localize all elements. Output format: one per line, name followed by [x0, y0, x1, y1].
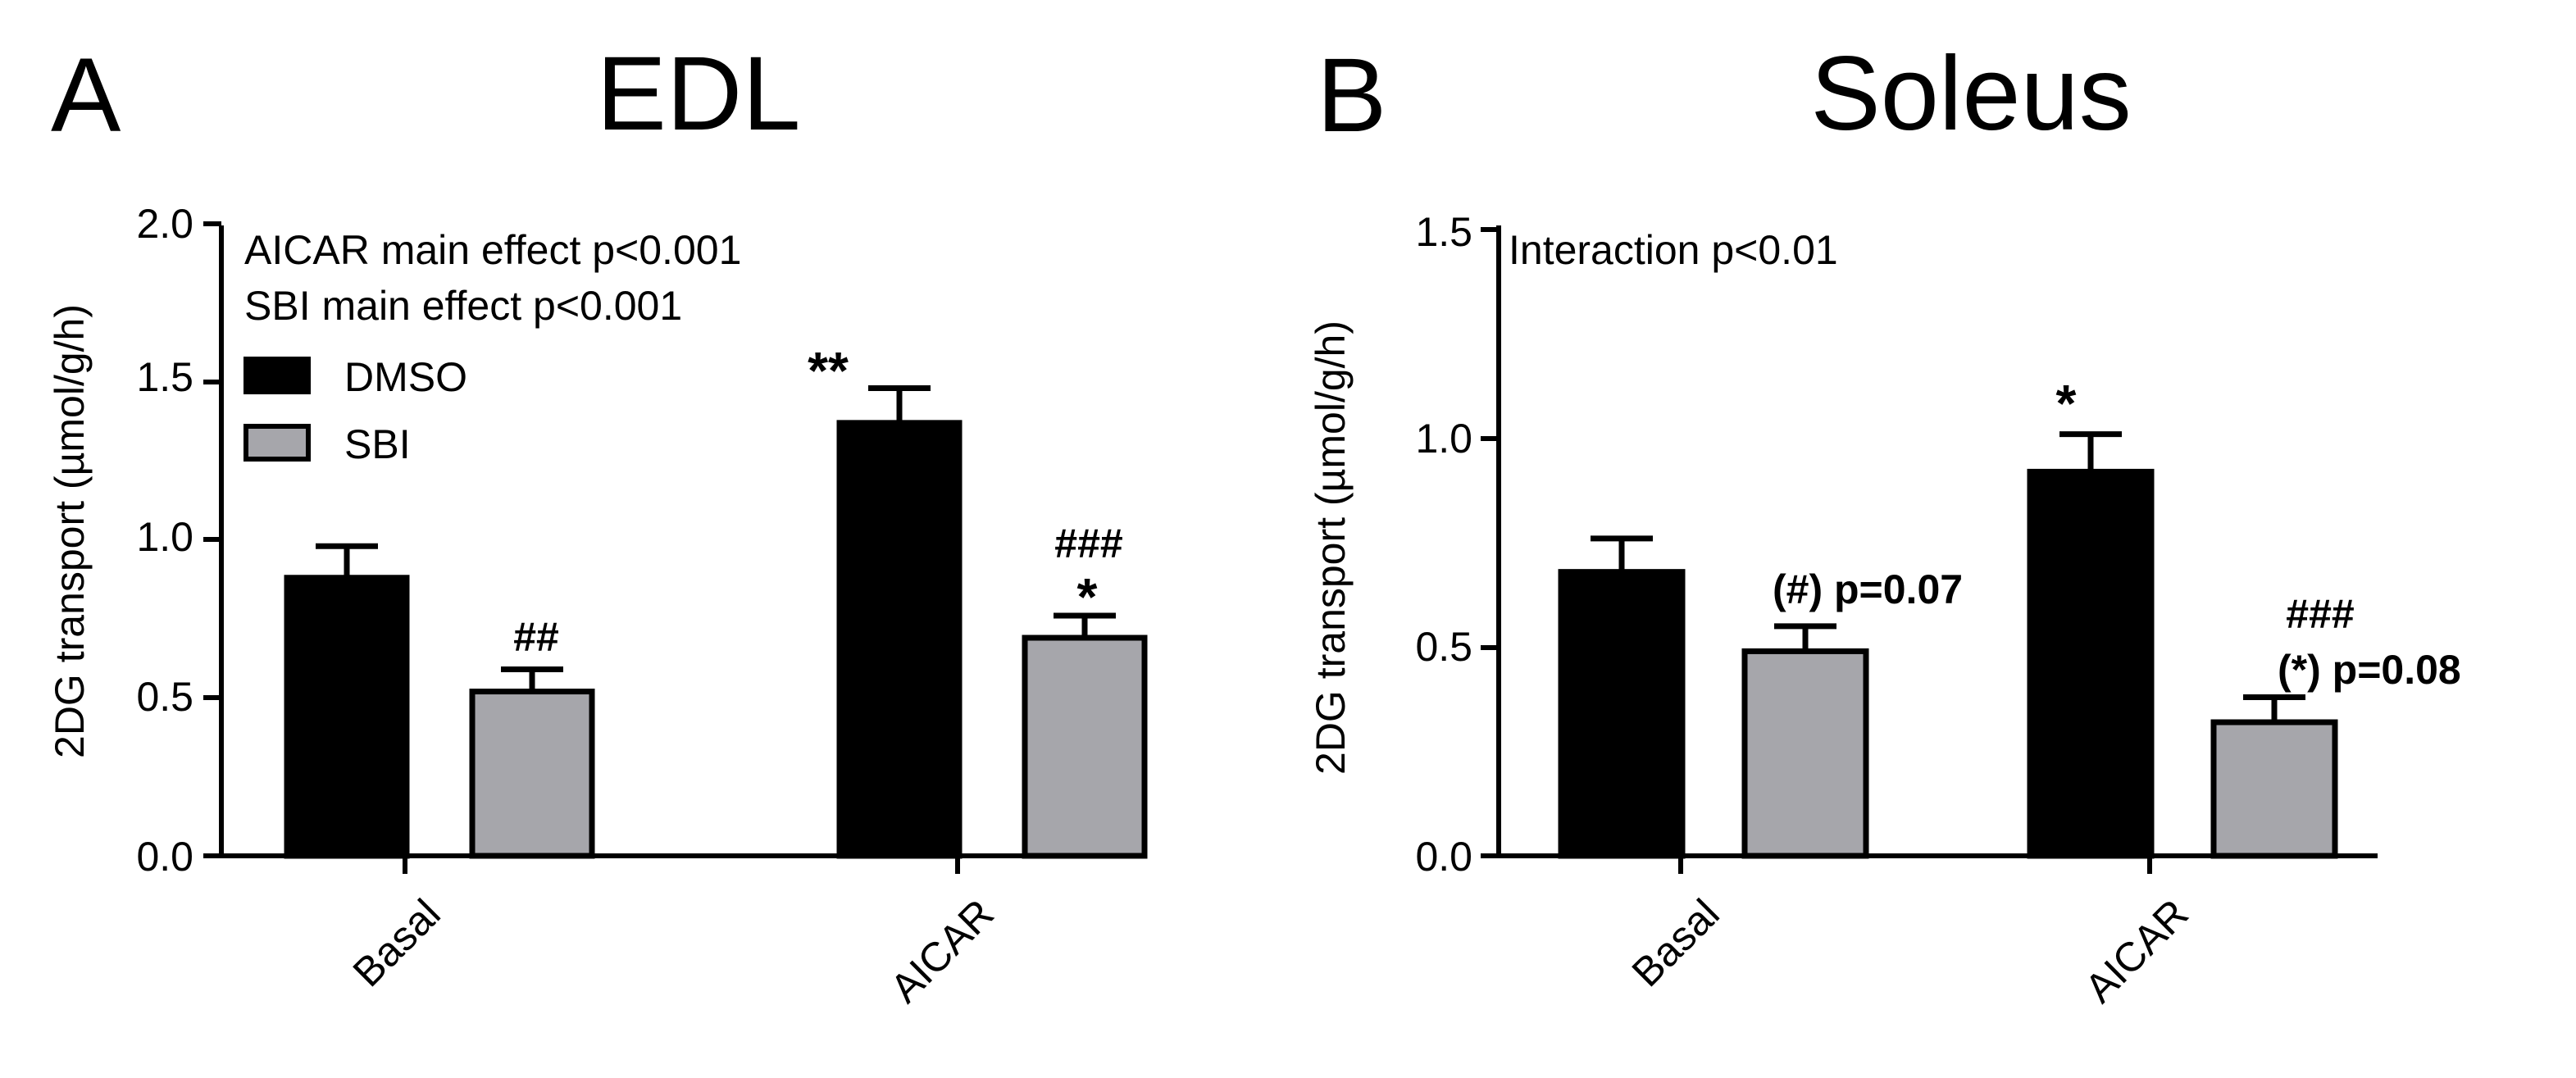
panel-a-y-tick-4: 2.0 [136, 201, 193, 247]
panel-b-error-aicar-dmso [2059, 431, 2122, 472]
legend-label-sbi: SBI [344, 421, 411, 467]
panel-b-y-tick-3: 1.5 [1415, 209, 1472, 255]
panel-a-bar-aicar-sbi [1022, 635, 1148, 859]
panel-a-y-tick-1: 0.5 [136, 674, 193, 720]
panel-a-annotation-aicar-dmso: ** [808, 341, 849, 400]
panel-a-category-basal: Basal [344, 890, 449, 995]
panel-b-error-basal-sbi [1774, 623, 1836, 652]
legend-label-dmso: DMSO [344, 354, 467, 400]
panel-a-error-aicar-sbi [1054, 612, 1116, 639]
panel-a: A EDL 2DG transport (µmol/g/h) 0.0 0.5 1… [47, 35, 1148, 1012]
panel-a-note-aicar: AICAR main effect p<0.001 [244, 227, 741, 273]
panel-a-error-basal-dmso [316, 543, 378, 578]
panel-b-y-axis [1481, 225, 1501, 858]
legend-swatch-sbi [243, 424, 311, 462]
panel-a-y-tick-3: 1.5 [136, 354, 193, 400]
panel-b-title: Soleus [1810, 35, 2131, 152]
panel-b-category-basal: Basal [1623, 890, 1728, 995]
panel-b-y-tick-1: 0.5 [1415, 624, 1472, 670]
legend-swatch-dmso [243, 357, 311, 394]
panel-b-annotation-aicar-sbi-star: (*) p=0.08 [2278, 647, 2461, 693]
panel-a-note-sbi: SBI main effect p<0.001 [244, 283, 682, 329]
panel-a-title: EDL [597, 35, 801, 152]
panel-b-y-tick-0: 0.0 [1415, 834, 1472, 880]
panel-b-y-tick-2: 1.0 [1415, 416, 1472, 462]
panel-b: B Soleus 2DG transport (µmol/g/h) 0.0 0.… [1308, 35, 2461, 1012]
panel-a-y-tick-0: 0.0 [136, 834, 193, 880]
panel-a-annotation-basal-sbi: ## [513, 614, 559, 660]
panel-a-bar-basal-dmso [284, 575, 410, 859]
panel-a-letter: A [51, 37, 121, 154]
panel-b-bar-basal-dmso [1558, 569, 1686, 859]
panel-a-annotation-aicar-sbi-hash: ### [1054, 521, 1122, 566]
panel-b-category-aicar: AICAR [2076, 890, 2197, 1012]
panel-a-y-tick-2: 1.0 [136, 514, 193, 560]
panel-a-y-axis-label: 2DG transport (µmol/g/h) [47, 304, 93, 758]
panel-b-bar-aicar-dmso [2027, 468, 2155, 859]
panel-a-error-basal-sbi [501, 666, 563, 692]
panel-b-letter: B [1317, 37, 1386, 154]
panel-b-bar-basal-sbi [1741, 648, 1869, 859]
panel-b-y-axis-label: 2DG transport (µmol/g/h) [1308, 321, 1354, 775]
panel-b-annotation-basal-sbi: (#) p=0.07 [1773, 566, 1963, 612]
panel-b-note-interaction: Interaction p<0.01 [1509, 227, 1838, 273]
panel-b-bar-aicar-sbi [2210, 719, 2338, 859]
legend: DMSO SBI [243, 354, 467, 467]
panel-b-error-aicar-sbi [2243, 694, 2305, 723]
panel-a-bar-basal-sbi [469, 689, 595, 859]
panel-a-annotation-aicar-sbi-star: * [1077, 567, 1098, 626]
panel-a-y-axis [203, 221, 224, 858]
panel-b-annotation-aicar-dmso: * [2056, 374, 2077, 433]
panel-a-error-aicar-dmso [868, 384, 931, 423]
panel-b-annotation-aicar-sbi-hash: ### [2286, 591, 2354, 637]
panel-a-category-aicar: AICAR [881, 890, 1003, 1012]
panel-a-bar-aicar-dmso [836, 420, 963, 859]
panel-b-error-basal-dmso [1591, 535, 1653, 572]
